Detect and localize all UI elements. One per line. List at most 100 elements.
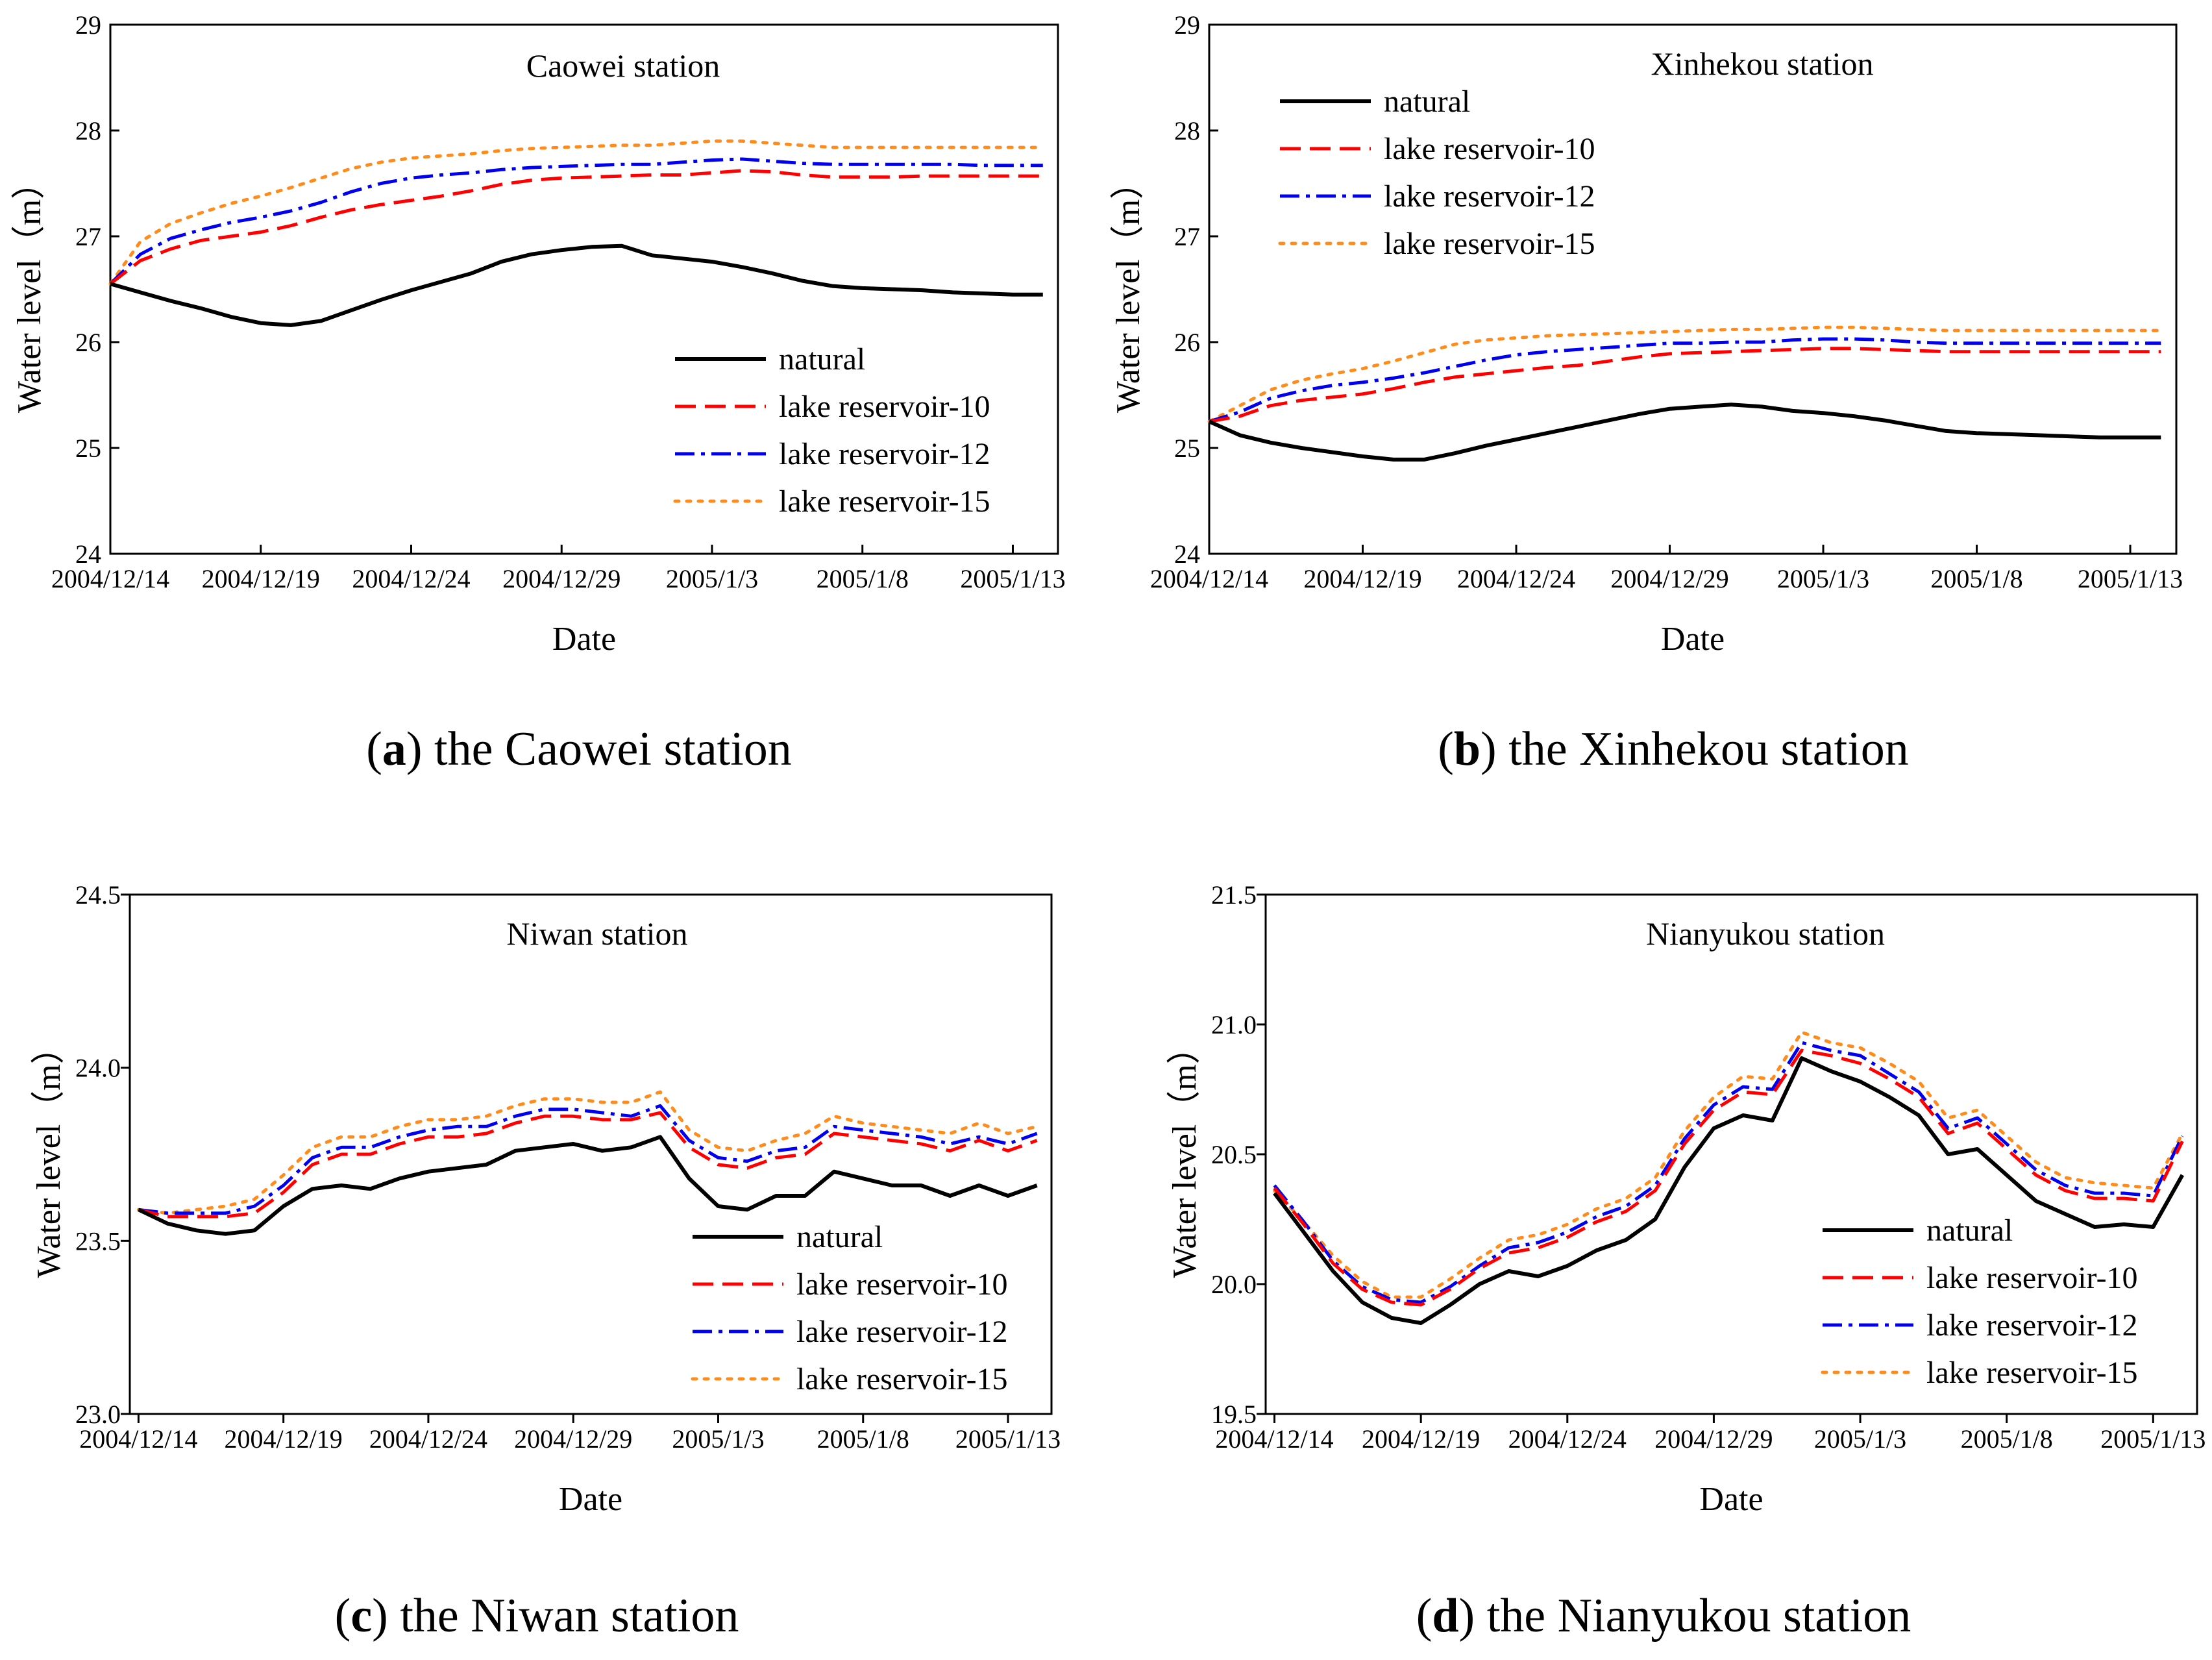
y-tick-label: 21.5 [1211,880,1257,910]
chart-panel-a: 24 25 26 27 28 29 2004/12/14 2004/12/19 2004/12/… [11,10,1066,658]
x-tick-label: 2004/12/29 [1610,564,1728,593]
series-line-natural [138,1135,1038,1236]
x-tick-label: 2005/1/13 [960,564,1065,593]
legend-label: lake reservoir-10 [1384,132,1595,166]
y-tick-label: 29 [1174,10,1200,40]
caption-d: (d) the Nianyukou station [1416,1589,1911,1642]
series-line-lake-reservoir-12 [109,157,1043,286]
x-tick-label: 2005/1/13 [2100,1424,2206,1454]
series-line-lake-reservoir-10 [1209,347,2161,423]
legend-label: lake reservoir-12 [1384,179,1595,214]
x-tick-label: 2004/12/14 [79,1424,197,1454]
x-tick-label: 2004/12/14 [1150,564,1268,593]
plot-frame [1208,23,2178,555]
legend-label: natural [1384,84,1470,119]
y-tick-label: 24 [1174,539,1200,569]
chart-panel-b: 24 25 26 27 28 29 2004/12/14 2004/12/19 2004/12/… [1110,10,2183,658]
x-tick-label: 2005/1/8 [817,564,909,593]
x-tick-label: 2004/12/24 [352,564,470,593]
legend-label: lake reservoir-10 [779,390,990,424]
y-tick-label: 23.5 [75,1226,121,1256]
y-tick-label: 20.5 [1211,1140,1257,1169]
legend: natural lake reservoir-10 lake reservoir-1… [1821,1213,2138,1390]
chart-panel-d: 19.5 20.0 20.5 21.0 21.5 2004/12/14 2004/12/19… [1166,880,2206,1518]
series-line-natural [1208,403,2161,462]
y-tick-label: 20.0 [1211,1270,1257,1299]
y-tick-label: 28 [75,116,101,145]
x-tick-label: 2004/12/24 [369,1424,487,1454]
legend-label: lake reservoir-10 [1926,1261,2138,1295]
x-tick-label: 2004/12/29 [1654,1424,1773,1454]
chart-title: Xinhekou station [1651,45,1873,82]
series-line-lake-reservoir-10 [138,1111,1038,1219]
y-axis-label: Water level（m） [31,1030,68,1278]
caption-b: (b) the Xinhekou station [1438,723,1909,776]
series-line-lake-reservoir-15 [136,1090,1039,1215]
y-tick-label: 24.0 [75,1054,121,1083]
y-tick-label: 19.5 [1211,1400,1257,1429]
caption-a: (a) the Caowei station [366,723,792,776]
x-axis-label: Date [1699,1481,1763,1518]
x-tick-label: 2004/12/19 [225,1424,343,1454]
chart-title: Niwan station [506,915,687,952]
legend-label: lake reservoir-12 [796,1315,1008,1349]
x-axis-label: Date [559,1481,622,1518]
x-tick-label: 2005/1/13 [955,1424,1061,1454]
series-line-natural [1273,1056,2185,1325]
legend-label: lake reservoir-15 [779,484,990,519]
x-tick-label: 2004/12/24 [1457,564,1575,593]
legend-label: lake reservoir-10 [796,1267,1008,1302]
plot-frame [129,893,1053,1415]
series-line-lake-reservoir-12 [1209,337,2161,423]
legend-label: natural [796,1220,883,1254]
x-tick-label: 2005/1/3 [666,564,758,593]
y-tick-label: 27 [75,222,101,251]
legend: natural lake reservoir-10 lake reservoir-1… [1278,84,1595,261]
series-line-lake-reservoir-10 [1273,1048,2184,1307]
legend-label: natural [1926,1213,2013,1248]
series-line-lake-reservoir-12 [138,1104,1038,1215]
chart-panel-c: 23.0 23.5 24.0 24.5 2004/12/14 2004/12/19 2004… [31,880,1061,1518]
y-tick-label: 28 [1174,116,1200,145]
x-tick-label: 2004/12/29 [514,1424,632,1454]
y-axis-label: Water level（m） [11,166,48,413]
y-axis-label: Water level（m） [1166,1030,1203,1278]
x-tick-label: 2005/1/3 [672,1424,764,1454]
legend-label: lake reservoir-12 [1926,1308,2138,1343]
legend-label: natural [779,342,865,377]
chart-title: Caowei station [526,47,720,84]
chart-title: Nianyukou station [1646,915,1885,952]
legend: natural lake reservoir-10 lake reservoir-1… [691,1220,1008,1396]
x-tick-label: 2005/1/8 [1961,1424,2053,1454]
y-tick-label: 25 [1174,434,1200,463]
y-tick-label: 21.0 [1211,1010,1257,1039]
y-tick-label: 25 [75,434,101,463]
x-axis-label: Date [1661,621,1725,658]
series-line-lake-reservoir-12 [1273,1041,2184,1304]
caption-c: (c) the Niwan station [334,1589,739,1642]
x-tick-label: 2005/1/3 [1777,564,1869,593]
x-tick-label: 2005/1/3 [1814,1424,1906,1454]
legend: natural lake reservoir-10 lake reservoir-1… [673,342,990,519]
y-tick-label: 26 [1174,328,1200,357]
plot-frame [109,23,1059,555]
series-line-lake-reservoir-15 [108,139,1045,286]
x-tick-label: 2004/12/14 [1215,1424,1333,1454]
x-tick-label: 2005/1/8 [1930,564,2022,593]
series-line-lake-reservoir-15 [1273,1030,2184,1299]
x-tick-label: 2004/12/29 [502,564,621,593]
x-tick-label: 2004/12/19 [1362,1424,1480,1454]
x-axis-label: Date [552,621,616,658]
x-tick-label: 2004/12/14 [51,564,169,593]
legend-label: lake reservoir-15 [1384,227,1595,261]
legend-label: lake reservoir-15 [796,1362,1008,1396]
y-tick-label: 24 [75,539,101,569]
y-axis-label: Water level（m） [1110,166,1147,413]
y-tick-label: 23.0 [75,1400,121,1429]
x-tick-label: 2004/12/19 [1303,564,1421,593]
y-tick-label: 26 [75,328,101,357]
series-line-lake-reservoir-15 [1207,325,2163,423]
x-tick-label: 2004/12/24 [1508,1424,1627,1454]
series-line-natural [110,243,1043,327]
